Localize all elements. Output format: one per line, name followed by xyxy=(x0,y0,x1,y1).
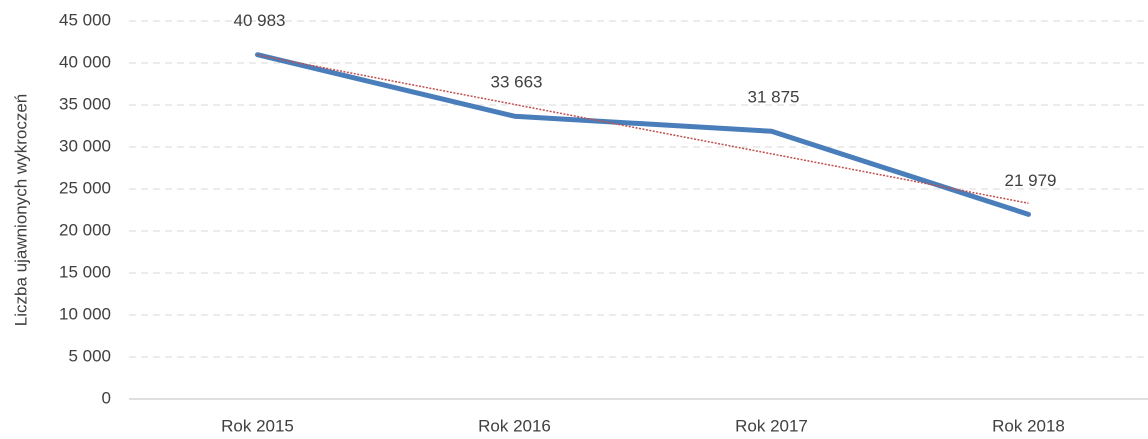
data-label: 31 875 xyxy=(748,88,800,107)
x-tick-label: Rok 2016 xyxy=(478,416,551,435)
y-tick-label: 40 000 xyxy=(59,52,111,71)
data-line xyxy=(255,52,1031,217)
y-tick-label: 5 000 xyxy=(68,346,111,365)
data-label: 40 983 xyxy=(234,11,286,30)
y-tick-label: 15 000 xyxy=(59,262,111,281)
y-tick-label: 35 000 xyxy=(59,94,111,113)
x-tick-label: Rok 2015 xyxy=(221,416,294,435)
y-tick-label: 30 000 xyxy=(59,136,111,155)
y-tick-label: 20 000 xyxy=(59,220,111,239)
x-tick-label: Rok 2017 xyxy=(735,416,808,435)
trendline xyxy=(257,54,1029,204)
data-label: 33 663 xyxy=(491,73,543,92)
data-label: 21 979 xyxy=(1005,171,1057,190)
y-tick-label: 0 xyxy=(102,388,111,407)
x-tick-label: Rok 2018 xyxy=(992,416,1065,435)
y-tick-label: 45 000 xyxy=(59,10,111,29)
y-tick-label: 25 000 xyxy=(59,178,111,197)
y-tick-label: 10 000 xyxy=(59,304,111,323)
y-axis-label: Liczba ujawnionych wykroczeń xyxy=(11,94,30,326)
